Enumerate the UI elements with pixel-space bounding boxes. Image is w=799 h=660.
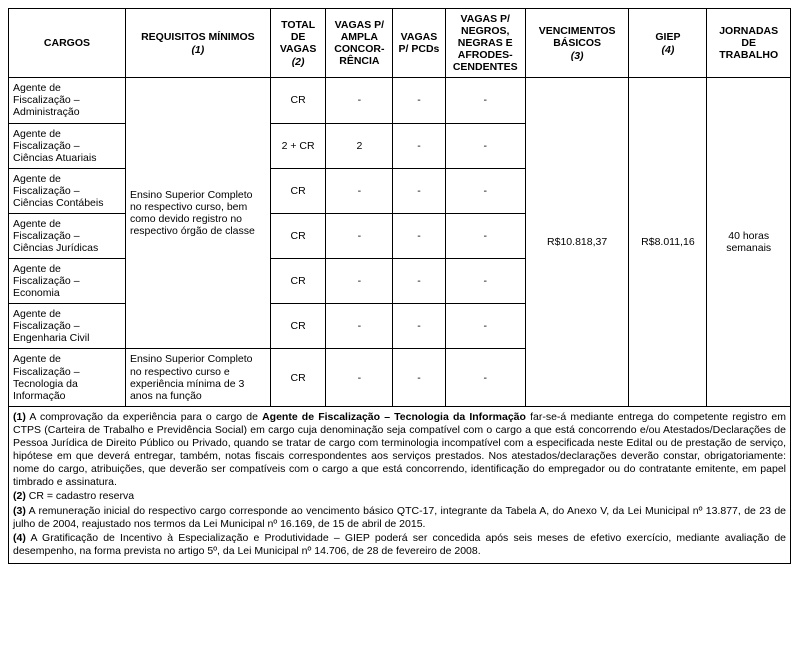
note-3: (3) A remuneração inicial do respectivo … bbox=[13, 505, 786, 531]
cell-cargo: Agente de Fiscalização – Economia bbox=[9, 259, 126, 304]
table-row: Agente de Fiscalização – Administração E… bbox=[9, 78, 791, 123]
header-requisitos-text: REQUISITOS MÍNIMOS bbox=[141, 31, 255, 43]
header-total-note: (2) bbox=[275, 56, 322, 68]
header-ampla: VAGAS P/ AMPLA CONCOR-RÊNCIA bbox=[326, 9, 393, 78]
cell-neg: - bbox=[445, 304, 525, 349]
header-total: TOTAL DE VAGAS (2) bbox=[270, 9, 326, 78]
note-num-4: (4) bbox=[13, 532, 26, 544]
cell-total: CR bbox=[270, 259, 326, 304]
cell-pcd: - bbox=[393, 168, 445, 213]
cell-pcd: - bbox=[393, 304, 445, 349]
note-4: (4) A Gratificação de Incentivo à Especi… bbox=[13, 532, 786, 558]
header-venc: VENCIMENTOS BÁSICOS (3) bbox=[525, 9, 629, 78]
note-2: (2) CR = cadastro reserva bbox=[13, 490, 786, 503]
cell-total: CR bbox=[270, 213, 326, 258]
cell-cargo: Agente de Fiscalização – Ciências Contáb… bbox=[9, 168, 126, 213]
cell-pcd: - bbox=[393, 259, 445, 304]
cell-ampla: - bbox=[326, 78, 393, 123]
cell-cargo: Agente de Fiscalização – Ciências Atuari… bbox=[9, 123, 126, 168]
notes-row: (1) A comprovação da experiência para o … bbox=[9, 406, 791, 563]
header-giep-note: (4) bbox=[633, 44, 702, 56]
cell-requisito-b: Ensino Superior Completo no respectivo c… bbox=[125, 349, 270, 406]
cell-total: 2 + CR bbox=[270, 123, 326, 168]
cell-ampla: - bbox=[326, 259, 393, 304]
header-row: CARGOS REQUISITOS MÍNIMOS (1) TOTAL DE V… bbox=[9, 9, 791, 78]
cell-total: CR bbox=[270, 78, 326, 123]
cell-vencimento: R$10.818,37 bbox=[525, 78, 629, 406]
note-2-text: CR = cadastro reserva bbox=[29, 490, 134, 502]
note-1-a: A comprovação da experiência para o carg… bbox=[29, 411, 262, 423]
header-cargos: CARGOS bbox=[9, 9, 126, 78]
cell-neg: - bbox=[445, 123, 525, 168]
header-pcd: VAGAS P/ PCDs bbox=[393, 9, 445, 78]
cargos-table: CARGOS REQUISITOS MÍNIMOS (1) TOTAL DE V… bbox=[8, 8, 791, 564]
cell-ampla: - bbox=[326, 304, 393, 349]
cell-neg: - bbox=[445, 78, 525, 123]
header-jornada: JORNADAS DE TRABALHO bbox=[707, 9, 791, 78]
header-venc-text: VENCIMENTOS BÁSICOS bbox=[539, 25, 616, 49]
note-1-b: Agente de Fiscalização – Tecnologia da I… bbox=[262, 411, 526, 423]
header-total-text: TOTAL DE VAGAS bbox=[280, 19, 317, 55]
cell-total: CR bbox=[270, 168, 326, 213]
cell-jornada: 40 horas semanais bbox=[707, 78, 791, 406]
note-num-2: (2) bbox=[13, 490, 26, 502]
note-4-text: A Gratificação de Incentivo à Especializ… bbox=[13, 532, 786, 557]
note-3-text: A remuneração inicial do respectivo carg… bbox=[13, 505, 786, 530]
header-giep-text: GIEP bbox=[655, 31, 680, 43]
cell-neg: - bbox=[445, 168, 525, 213]
cell-ampla: 2 bbox=[326, 123, 393, 168]
note-1: (1) A comprovação da experiência para o … bbox=[13, 411, 786, 490]
header-giep: GIEP (4) bbox=[629, 9, 707, 78]
cell-cargo: Agente de Fiscalização – Engenharia Civi… bbox=[9, 304, 126, 349]
header-negros: VAGAS P/ NEGROS, NEGRAS E AFRODES-CENDEN… bbox=[445, 9, 525, 78]
cell-neg: - bbox=[445, 213, 525, 258]
cell-giep: R$8.011,16 bbox=[629, 78, 707, 406]
cell-pcd: - bbox=[393, 78, 445, 123]
cell-pcd: - bbox=[393, 349, 445, 406]
cell-total: CR bbox=[270, 349, 326, 406]
header-requisitos-note: (1) bbox=[130, 44, 266, 56]
cell-neg: - bbox=[445, 259, 525, 304]
cell-cargo: Agente de Fiscalização – Administração bbox=[9, 78, 126, 123]
cell-ampla: - bbox=[326, 213, 393, 258]
notes-cell: (1) A comprovação da experiência para o … bbox=[9, 406, 791, 563]
cell-neg: - bbox=[445, 349, 525, 406]
cell-pcd: - bbox=[393, 123, 445, 168]
header-venc-note: (3) bbox=[530, 50, 625, 62]
note-num-1: (1) bbox=[13, 411, 26, 423]
cell-cargo: Agente de Fiscalização – Tecnologia da I… bbox=[9, 349, 126, 406]
note-num-3: (3) bbox=[13, 505, 26, 517]
cell-ampla: - bbox=[326, 349, 393, 406]
cell-pcd: - bbox=[393, 213, 445, 258]
cell-total: CR bbox=[270, 304, 326, 349]
cell-cargo: Agente de Fiscalização – Ciências Jurídi… bbox=[9, 213, 126, 258]
header-requisitos: REQUISITOS MÍNIMOS (1) bbox=[125, 9, 270, 78]
cell-ampla: - bbox=[326, 168, 393, 213]
cell-requisito-a: Ensino Superior Completo no respectivo c… bbox=[125, 78, 270, 349]
